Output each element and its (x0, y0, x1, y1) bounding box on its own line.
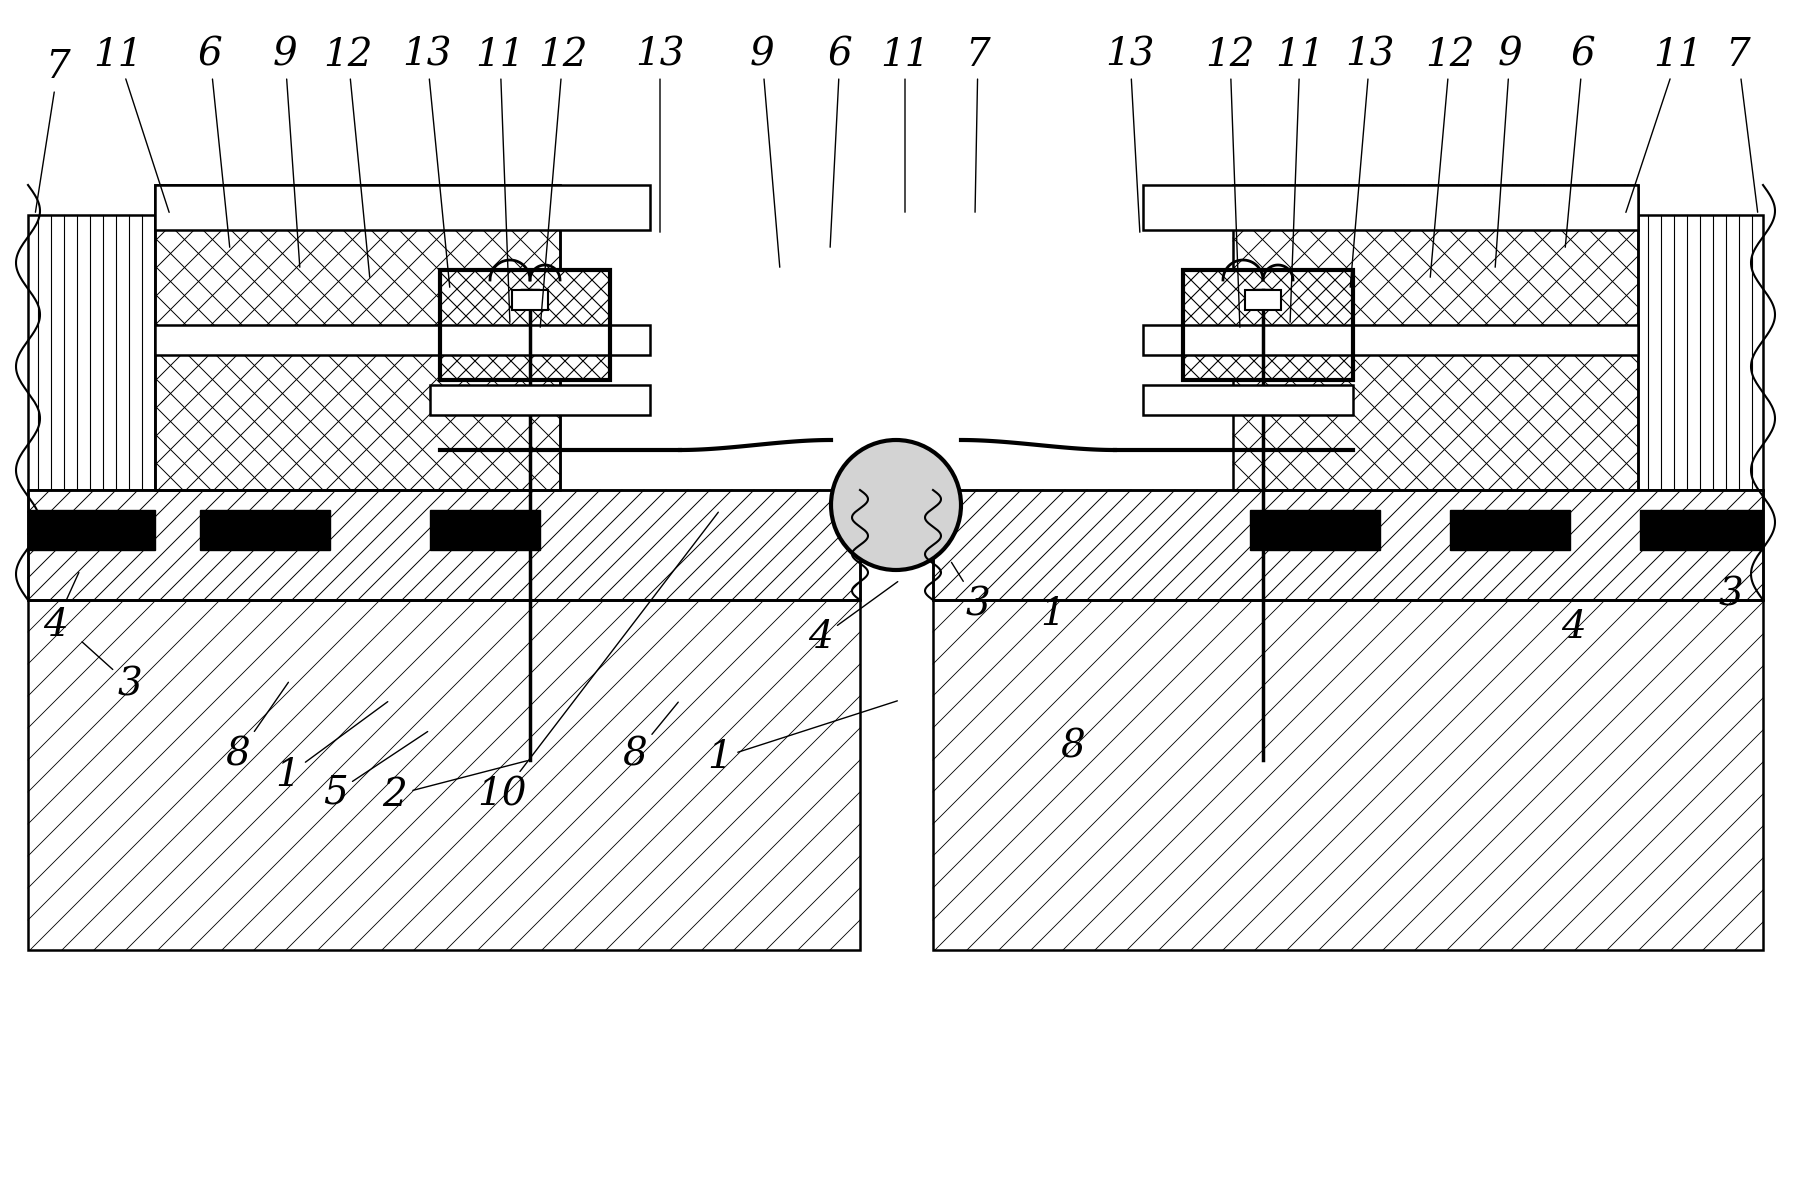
Text: 3: 3 (952, 562, 990, 624)
Bar (1234, 185, 1639, 490)
Text: 4: 4 (43, 573, 79, 643)
Text: 4: 4 (1560, 608, 1585, 645)
Bar (1183, 270, 1354, 381)
Bar (154, 185, 559, 490)
Text: 3: 3 (1719, 576, 1743, 613)
Bar (29, 600, 861, 950)
Text: 6: 6 (828, 37, 852, 247)
Text: 9: 9 (749, 37, 780, 267)
Bar (1142, 185, 1639, 230)
Text: 12: 12 (1205, 37, 1255, 327)
Text: 13: 13 (402, 37, 452, 288)
Bar (29, 490, 861, 600)
Text: 8: 8 (622, 703, 678, 773)
Text: 13: 13 (635, 37, 685, 233)
Text: 11: 11 (93, 37, 169, 212)
Bar (201, 509, 330, 550)
Bar (1250, 509, 1381, 550)
Text: 1: 1 (276, 701, 387, 793)
Text: 1: 1 (708, 700, 896, 777)
Text: 2: 2 (382, 761, 527, 814)
Bar (932, 490, 1763, 600)
Bar (1183, 270, 1354, 381)
Text: 6: 6 (197, 37, 230, 247)
Text: 11: 11 (880, 37, 931, 212)
Bar (29, 509, 154, 550)
Text: 13: 13 (1345, 37, 1395, 288)
Text: 12: 12 (1425, 37, 1476, 277)
Text: 9: 9 (1495, 37, 1522, 267)
Text: 12: 12 (323, 37, 373, 277)
Text: 12: 12 (538, 37, 588, 327)
Text: 10: 10 (477, 512, 719, 814)
Text: 4: 4 (807, 582, 898, 656)
Text: 8: 8 (1061, 729, 1085, 766)
Bar (29, 490, 861, 600)
Bar (430, 385, 651, 415)
Bar (439, 270, 610, 381)
Circle shape (830, 440, 961, 570)
Bar (154, 185, 651, 230)
Bar (430, 509, 540, 550)
Text: 11: 11 (1626, 37, 1703, 212)
Text: 6: 6 (1565, 37, 1596, 247)
Bar (1244, 290, 1280, 310)
Text: 13: 13 (1104, 37, 1155, 233)
Bar (1451, 509, 1571, 550)
Text: 11: 11 (1275, 37, 1325, 322)
Bar (1641, 509, 1763, 550)
Text: 3: 3 (82, 642, 142, 704)
Bar (29, 215, 154, 490)
Text: 7: 7 (966, 37, 990, 212)
Text: 7: 7 (36, 49, 70, 212)
Bar (154, 185, 559, 490)
Text: 7: 7 (1725, 37, 1757, 212)
Text: 9: 9 (273, 37, 299, 267)
Bar (932, 490, 1763, 600)
Text: 8: 8 (226, 682, 289, 773)
Text: 5: 5 (323, 731, 429, 811)
Bar (932, 600, 1763, 950)
Bar (439, 270, 610, 381)
Bar (513, 290, 549, 310)
Text: 11: 11 (475, 37, 525, 322)
Bar (1142, 324, 1639, 356)
Bar (1639, 215, 1763, 490)
Text: 1: 1 (1040, 596, 1065, 633)
Bar (154, 324, 651, 356)
Bar (1142, 385, 1354, 415)
